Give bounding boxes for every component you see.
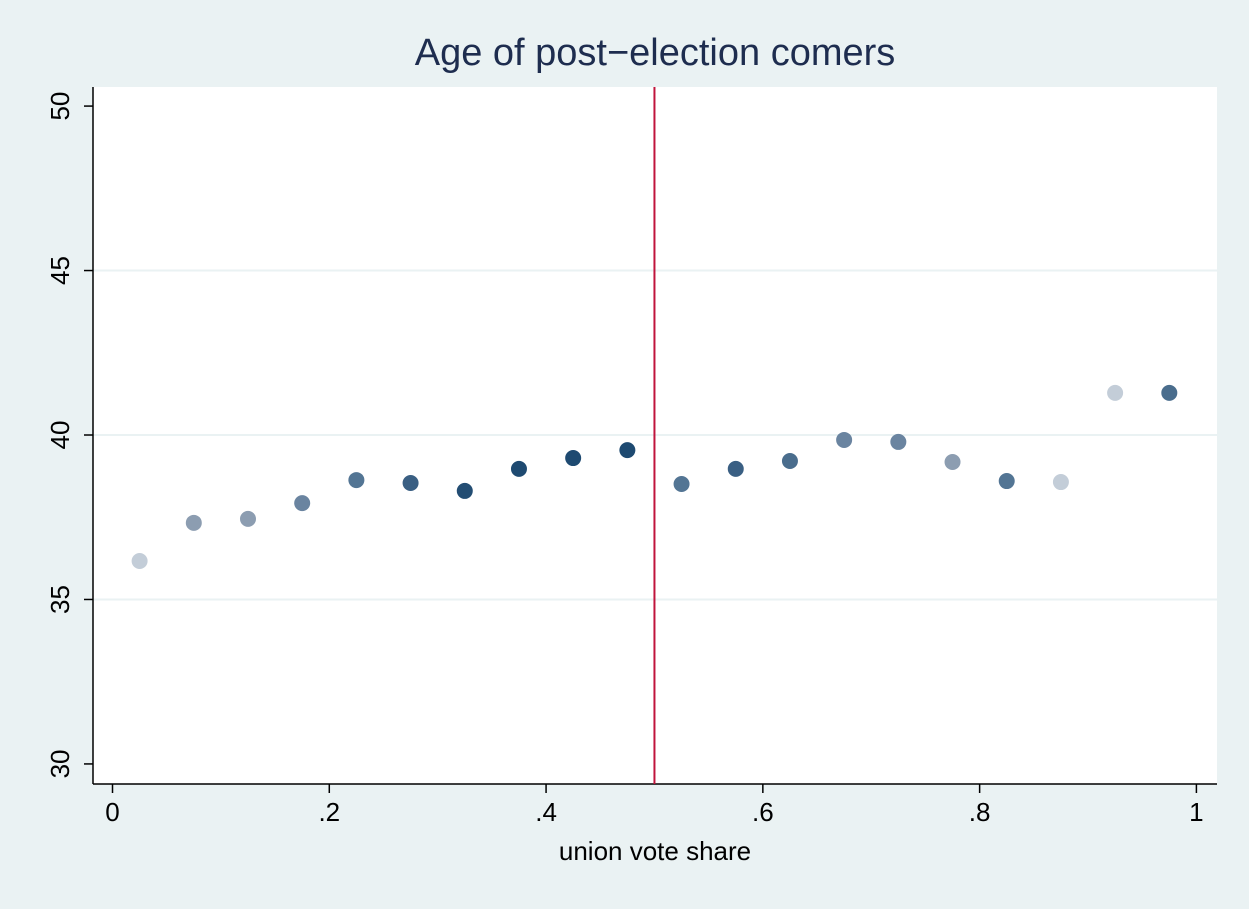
point — [781, 452, 798, 469]
point — [239, 510, 256, 527]
point — [565, 450, 582, 467]
x-tick-label: .6 — [752, 797, 774, 827]
point — [131, 552, 148, 569]
point — [890, 433, 907, 450]
chart-title: Age of post−election comers — [415, 32, 896, 74]
x-tick-label: .2 — [318, 797, 340, 827]
x-tick-label: 0 — [105, 797, 119, 827]
point — [510, 460, 527, 477]
point — [456, 482, 473, 499]
point — [944, 453, 961, 470]
x-tick-label: 1 — [1189, 797, 1203, 827]
y-tick-label: 50 — [45, 92, 75, 121]
point — [294, 495, 311, 512]
x-axis-label: union vote share — [559, 836, 751, 866]
point — [348, 472, 365, 489]
y-tick-label: 45 — [45, 256, 75, 285]
point — [727, 460, 744, 477]
y-tick-label: 35 — [45, 585, 75, 614]
point — [836, 431, 853, 448]
point — [1107, 384, 1124, 401]
point — [998, 473, 1015, 490]
y-tick-label: 40 — [45, 421, 75, 450]
point — [185, 514, 202, 531]
point — [1052, 474, 1069, 491]
point — [673, 476, 690, 493]
y-tick-label: 30 — [45, 749, 75, 778]
point — [1161, 384, 1178, 401]
point — [402, 475, 419, 492]
x-tick-label: .8 — [969, 797, 991, 827]
x-tick-label: .4 — [535, 797, 557, 827]
point — [619, 442, 636, 459]
